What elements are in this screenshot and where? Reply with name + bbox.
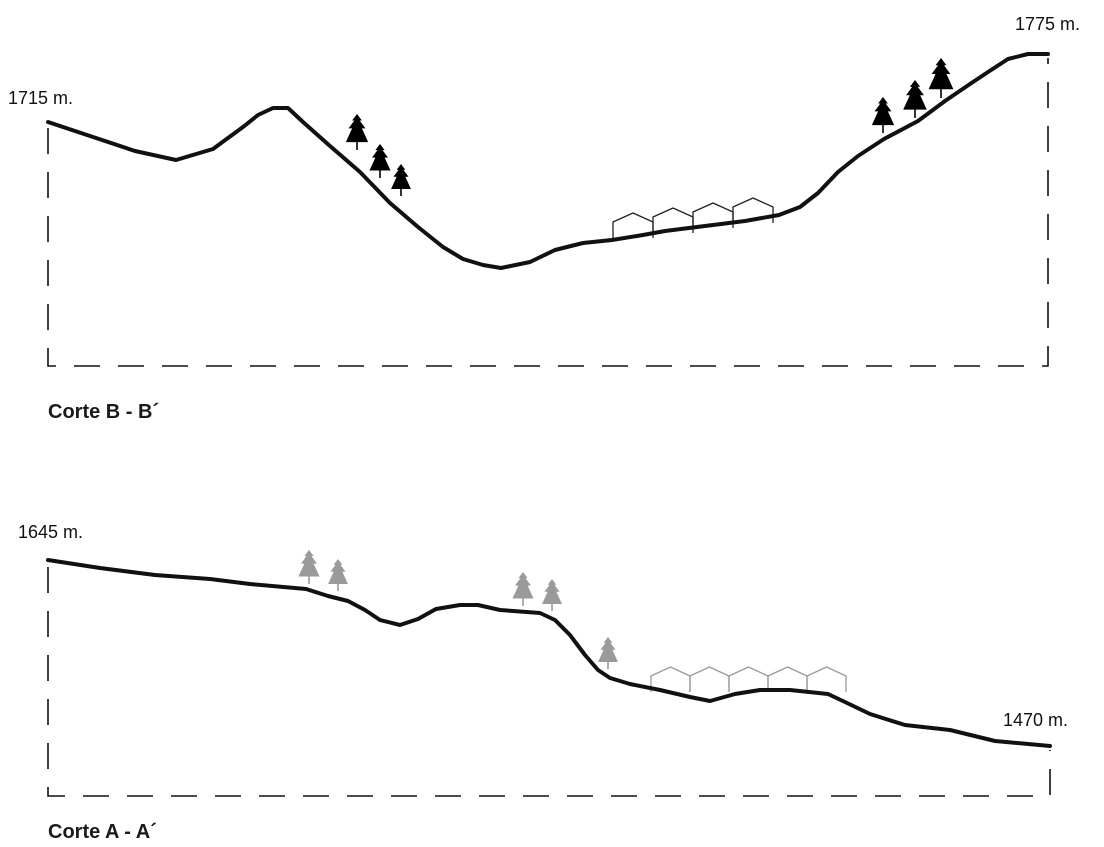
conifer-tree-icon <box>598 637 618 669</box>
section-b-focus-circle <box>396 134 606 344</box>
section-a-trees <box>298 550 618 669</box>
conifer-tree-icon <box>298 550 320 584</box>
section-b-frame <box>47 58 1049 367</box>
section-a-left-elevation: 1645 m. <box>18 522 83 542</box>
section-b-title: Corte B - B´ <box>48 401 159 423</box>
section-b-left-elevation: 1715 m. <box>8 88 73 108</box>
conifer-tree-icon <box>328 559 348 591</box>
section-a-terrain-profile <box>46 558 1052 748</box>
house-outline-icon <box>806 666 847 692</box>
house-outline-icon <box>689 666 730 692</box>
conifer-tree-icon <box>903 80 927 118</box>
conifer-tree-icon <box>391 164 411 196</box>
section-a: 1645 m. 1470 m. Corte A - A´ <box>18 522 1068 843</box>
conifer-tree-icon <box>369 144 391 178</box>
section-b-terrain-profile <box>46 52 1050 270</box>
section-a-focus-circle <box>763 555 975 767</box>
house-outline-icon <box>732 197 774 223</box>
section-b-right-elevation: 1775 m. <box>1015 14 1080 34</box>
conifer-tree-icon <box>512 572 534 606</box>
section-b: 1715 m. 1775 m. Corte B - B´ <box>8 14 1080 423</box>
conifer-tree-icon <box>345 114 369 150</box>
conifer-tree-icon <box>542 579 562 611</box>
conifer-tree-icon <box>871 97 895 133</box>
section-a-right-elevation: 1470 m. <box>1003 710 1068 730</box>
section-a-houses <box>650 666 847 692</box>
section-a-frame <box>47 567 1051 797</box>
section-b-trees <box>345 58 954 196</box>
conifer-tree-icon <box>928 58 954 98</box>
section-a-title: Corte A - A´ <box>48 821 157 843</box>
section-b-houses <box>612 197 774 238</box>
